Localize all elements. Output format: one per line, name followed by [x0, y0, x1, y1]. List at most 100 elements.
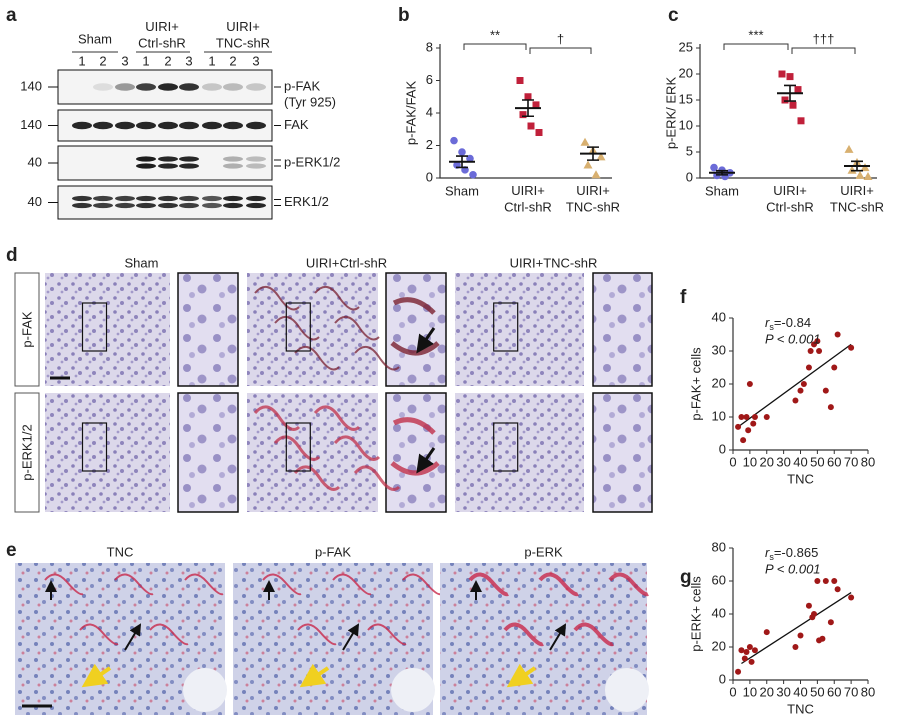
- group-label: Sham: [78, 31, 112, 46]
- y-tick-label: 2: [426, 137, 433, 152]
- stain: [332, 573, 372, 596]
- stat-value: =-0.865: [774, 545, 818, 560]
- blot-band: [179, 156, 199, 162]
- stain: [253, 405, 301, 431]
- data-point: [746, 644, 753, 650]
- blot-band: [136, 195, 156, 202]
- y-tick-label: 60: [712, 572, 726, 587]
- error-bar: [522, 99, 534, 118]
- x-tick-label: 20: [760, 454, 774, 469]
- blot-band: [158, 163, 178, 169]
- data-point: [814, 338, 821, 345]
- data-point: [822, 387, 829, 394]
- error-bar: [587, 146, 599, 161]
- stain: [44, 573, 84, 596]
- blot-membrane: [57, 145, 273, 181]
- y-tick-label: 40: [712, 309, 726, 324]
- stain: [538, 572, 579, 597]
- mw-marker: 40: [28, 154, 42, 169]
- stain: [390, 417, 440, 476]
- stain: [262, 573, 302, 596]
- stain: [313, 405, 361, 431]
- y-axis-label: p-ERK/ ERK: [663, 77, 678, 150]
- x-tick-label: 50: [810, 454, 824, 469]
- data-point: [750, 420, 757, 427]
- significance-bracket: [723, 43, 789, 50]
- significance-label: †: [557, 31, 564, 46]
- yellow-arrow: [299, 663, 330, 688]
- data-point: [763, 414, 770, 420]
- data-point: [848, 594, 855, 601]
- panel-letter: a: [6, 5, 17, 26]
- stain: [273, 435, 321, 461]
- x-tick-label: 10: [743, 684, 757, 699]
- row-label-box: [14, 272, 40, 387]
- inset-micrograph: [177, 392, 239, 513]
- blot-band: [158, 156, 178, 162]
- blot-band: [93, 202, 113, 209]
- blot-band: [246, 121, 266, 130]
- y-axis-label: p-FAK+ cells: [688, 347, 703, 421]
- y-tick-label: 4: [426, 104, 433, 119]
- stain: [468, 572, 509, 597]
- data-point: [797, 632, 804, 639]
- x-tick-label: 50: [810, 684, 824, 699]
- data-point: [827, 619, 834, 626]
- lane-number: 3: [185, 53, 192, 68]
- mw-marker: 140: [20, 117, 42, 132]
- inset-micrograph: [592, 272, 653, 387]
- stat-symbol: r: [765, 545, 770, 560]
- blot-band: [158, 202, 178, 209]
- data-point: [751, 414, 758, 420]
- blot-band: [93, 83, 113, 91]
- yellow-arrow: [81, 663, 112, 688]
- y-tick-label: 6: [426, 72, 433, 87]
- blot-band: [179, 121, 199, 130]
- blot-band: [72, 202, 92, 209]
- data-point: [583, 160, 593, 169]
- x-tick-label: UIRI+ TNC-shR: [566, 183, 620, 214]
- data-point: [847, 165, 857, 174]
- lane-number: 2: [99, 53, 106, 68]
- data-point: [458, 148, 466, 156]
- data-point: [844, 144, 854, 153]
- p-value: P < 0.001: [765, 561, 821, 576]
- data-point: [743, 414, 750, 420]
- data-point: [800, 381, 807, 387]
- axis-line: [439, 44, 612, 179]
- roi-box: [285, 422, 311, 472]
- x-tick-label: 60: [827, 454, 841, 469]
- y-tick-label: 10: [712, 408, 726, 423]
- blot-band: [202, 83, 222, 91]
- column-label: p-ERK: [524, 544, 563, 559]
- stain: [354, 346, 400, 371]
- lane-number: 1: [208, 53, 215, 68]
- data-point: [794, 86, 802, 94]
- y-tick-label: 0: [426, 169, 433, 184]
- significance-label: **: [490, 27, 500, 42]
- data-point: [710, 163, 718, 172]
- column-label: TNC: [107, 544, 134, 559]
- inset-micrograph: [592, 392, 653, 513]
- blot-band: [72, 121, 92, 130]
- column-label: Sham: [125, 255, 159, 270]
- x-tick-label: 0: [729, 684, 736, 699]
- y-tick-label: 80: [712, 539, 726, 554]
- data-point: [741, 655, 748, 662]
- blot-band: [136, 121, 156, 130]
- blot-band: [136, 83, 156, 91]
- stain: [367, 623, 407, 646]
- y-tick-label: 8: [426, 39, 433, 54]
- data-point: [831, 364, 838, 371]
- micrograph: [455, 273, 584, 386]
- roi-box: [81, 422, 108, 472]
- lane-number: 2: [229, 53, 236, 68]
- x-tick-label: 60: [827, 684, 841, 699]
- data-point: [786, 73, 794, 81]
- y-tick-label: 0: [719, 671, 726, 686]
- group-label: UIRI+ TNC-shR: [216, 19, 270, 50]
- data-point: [805, 364, 812, 371]
- data-point: [814, 578, 821, 584]
- panel-letter: d: [6, 245, 18, 266]
